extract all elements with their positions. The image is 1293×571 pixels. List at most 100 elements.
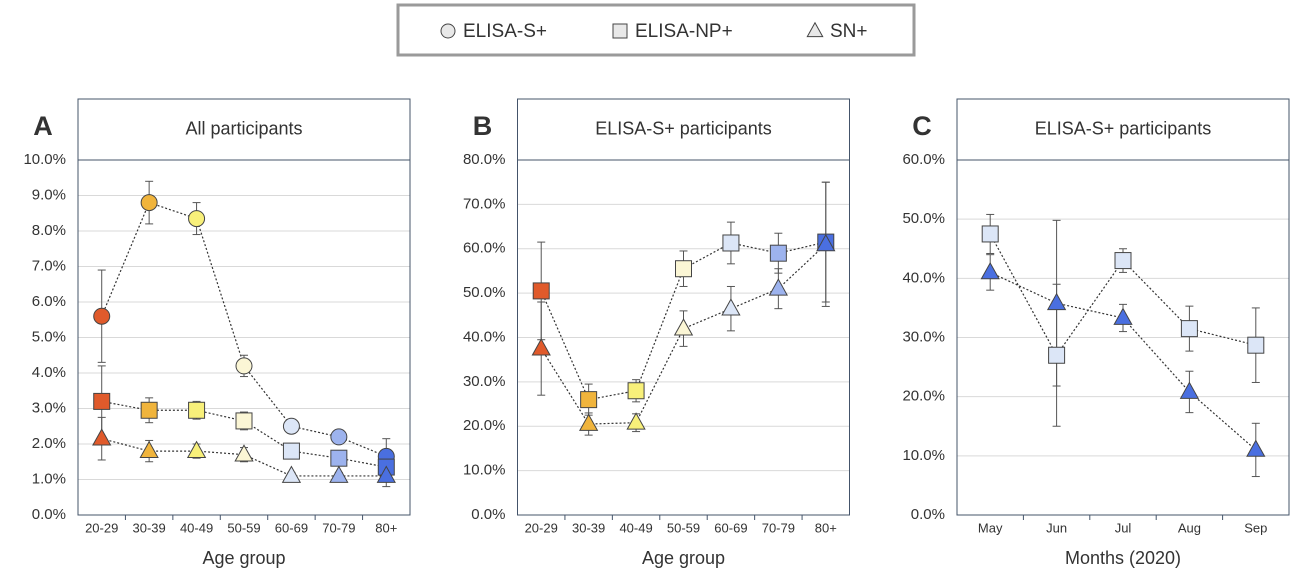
- x-tick-label: 50-59: [227, 520, 260, 535]
- y-tick-label: 50.0%: [902, 210, 945, 227]
- data-point: [234, 444, 254, 462]
- data-point: [188, 210, 206, 228]
- y-tick-label: 4.0%: [32, 364, 66, 381]
- series-line: [989, 271, 1257, 451]
- x-tick-label: 20-29: [85, 520, 118, 535]
- panel-header: [77, 98, 411, 161]
- panel-title: ELISA-S+ participants: [595, 118, 772, 138]
- data-point: [139, 440, 159, 458]
- y-tick-label: 10.0%: [23, 151, 66, 168]
- data-point: [140, 194, 158, 212]
- y-tick-label: 60.0%: [463, 240, 506, 257]
- data-point: [140, 401, 158, 419]
- y-tick-label: 20.0%: [902, 388, 945, 405]
- data-point: [1048, 346, 1066, 364]
- y-tick-label: 0.0%: [32, 506, 66, 523]
- data-point: [532, 282, 550, 300]
- legend-label: ELISA-NP+: [635, 21, 733, 42]
- y-tick-label: 3.0%: [32, 399, 66, 416]
- y-tick-label: 80.0%: [463, 151, 506, 168]
- data-point: [1247, 336, 1265, 354]
- panel-title: All participants: [185, 118, 302, 138]
- panel-letter: A: [33, 111, 53, 141]
- x-tick-label: Sep: [1244, 520, 1267, 535]
- data-point: [768, 278, 789, 296]
- plot-frame: [77, 159, 411, 516]
- data-point: [1179, 381, 1200, 399]
- x-tick-label: Jun: [1046, 520, 1067, 535]
- panel-header: [517, 98, 850, 161]
- y-tick-label: 2.0%: [32, 435, 66, 452]
- data-point: [578, 413, 599, 431]
- y-tick-label: 6.0%: [32, 293, 66, 310]
- data-point: [235, 412, 253, 430]
- panel-title: ELISA-S+ participants: [1035, 118, 1212, 138]
- y-tick-label: 10.0%: [902, 447, 945, 464]
- y-tick-label: 9.0%: [32, 186, 66, 203]
- x-tick-label: 20-29: [525, 520, 558, 535]
- x-tick-label: 80+: [815, 520, 837, 535]
- x-tick-label: Jul: [1115, 520, 1132, 535]
- x-tick-label: 80+: [375, 520, 397, 535]
- legend-marker: [440, 23, 456, 39]
- y-tick-label: 60.0%: [902, 151, 945, 168]
- y-tick-label: 7.0%: [32, 257, 66, 274]
- panel-letter: B: [473, 111, 493, 141]
- data-point: [93, 392, 111, 410]
- x-tick-label: 70-79: [762, 520, 795, 535]
- data-point: [330, 449, 348, 467]
- x-axis-title: Age group: [642, 548, 725, 568]
- data-point: [1180, 320, 1198, 338]
- data-point: [626, 412, 646, 430]
- legend-label: ELISA-S+: [463, 21, 547, 42]
- data-point: [769, 244, 787, 262]
- y-tick-label: 20.0%: [463, 417, 506, 434]
- data-point: [1114, 252, 1132, 270]
- x-tick-label: 40-49: [619, 520, 652, 535]
- y-tick-label: 10.0%: [463, 462, 506, 479]
- x-tick-label: 40-49: [180, 520, 213, 535]
- plot-frame: [956, 159, 1290, 516]
- x-axis-title: Age group: [202, 548, 285, 568]
- y-tick-label: 1.0%: [32, 470, 66, 487]
- x-tick-label: May: [978, 520, 1003, 535]
- data-point: [627, 382, 645, 400]
- y-tick-label: 40.0%: [463, 328, 506, 345]
- data-point: [92, 428, 112, 446]
- data-point: [1046, 292, 1067, 311]
- plot-frame: [517, 159, 850, 516]
- legend-marker: [612, 23, 628, 39]
- y-tick-label: 30.0%: [902, 328, 945, 345]
- data-point: [980, 261, 1000, 280]
- legend-label: SN+: [830, 21, 868, 42]
- y-tick-label: 40.0%: [902, 269, 945, 286]
- data-point: [93, 307, 111, 325]
- data-point: [330, 428, 348, 446]
- y-tick-label: 0.0%: [911, 506, 945, 523]
- legend-box: [396, 3, 916, 57]
- data-point: [282, 442, 300, 460]
- y-tick-label: 5.0%: [32, 328, 66, 345]
- y-tick-label: 30.0%: [463, 373, 506, 390]
- data-point: [1113, 307, 1133, 325]
- panel-header: [956, 98, 1290, 161]
- x-tick-label: 70-79: [322, 520, 355, 535]
- data-point: [721, 298, 741, 316]
- data-point: [376, 465, 396, 483]
- data-point: [235, 357, 253, 375]
- data-point: [531, 338, 551, 356]
- y-tick-label: 8.0%: [32, 222, 66, 239]
- x-tick-label: Aug: [1178, 520, 1201, 535]
- data-point: [816, 233, 836, 252]
- x-tick-label: 60-69: [275, 520, 308, 535]
- data-point: [673, 318, 694, 336]
- x-tick-label: 50-59: [667, 520, 700, 535]
- x-tick-label: 30-39: [133, 520, 166, 535]
- data-point: [722, 234, 740, 252]
- y-tick-label: 0.0%: [471, 506, 505, 523]
- data-point: [1246, 439, 1266, 457]
- data-point: [186, 440, 207, 458]
- y-tick-label: 50.0%: [463, 284, 506, 301]
